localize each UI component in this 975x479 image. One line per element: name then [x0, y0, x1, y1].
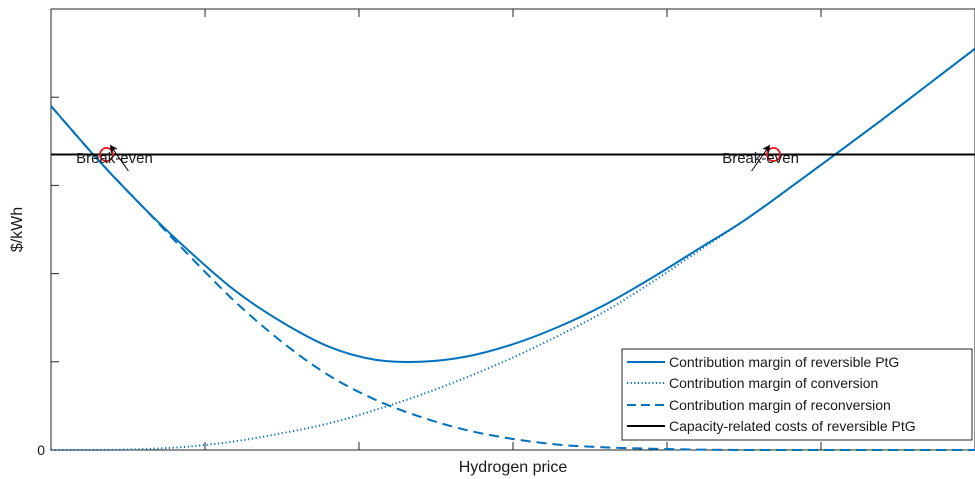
break-even-label-right: Break-even: [722, 150, 799, 167]
series-layer: [50, 47, 975, 452]
legend-label-conversion: Contribution margin of conversion: [669, 375, 878, 391]
break-even-marker-right: [766, 147, 781, 162]
x-axis-label: Hydrogen price: [459, 459, 568, 476]
series-line-1: [50, 47, 975, 452]
legend-label-reversible: Contribution margin of reversible PtG: [669, 354, 899, 370]
break-even-label-left: Break-even: [76, 150, 153, 167]
break-even-arrow-right: [751, 144, 771, 172]
legend-label-reconversion: Contribution margin of reconversion: [669, 397, 891, 413]
series-line-2: [50, 105, 975, 452]
annotation-layer: Break-even Break-even: [76, 144, 799, 172]
y-axis-label: $/kWh: [9, 207, 26, 252]
break-even-arrow-left: [109, 144, 129, 172]
y-tick-label-0: 0: [37, 442, 45, 458]
series-line-0: [50, 47, 975, 364]
legend: Contribution margin of reversible PtG Co…: [621, 348, 973, 441]
legend-label-capacity: Capacity-related costs of reversible PtG: [669, 418, 916, 434]
legend-box: [621, 348, 973, 441]
break-even-marker-left: [99, 147, 114, 162]
